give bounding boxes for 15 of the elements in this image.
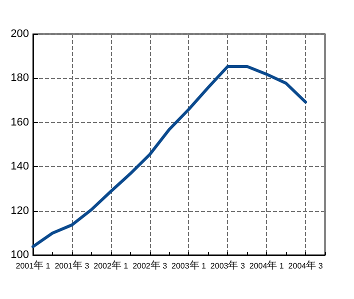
x-tick-label: 2002年 1	[94, 260, 129, 272]
y-tick-label: 160	[10, 116, 29, 128]
x-tick-label: 2002年 3	[132, 260, 168, 272]
x-tick-label: 2001年 1	[16, 260, 51, 272]
x-tick-label: 2003年 1	[171, 260, 207, 272]
y-tick-label: 140	[10, 160, 29, 173]
line-series	[32, 64, 308, 248]
x-tick-label: 2001年 3	[54, 260, 90, 272]
y-tick-label: 200	[10, 28, 29, 40]
x-tick-label: 2003年 3	[210, 260, 246, 272]
y-tick-label: 180	[10, 72, 29, 84]
y-tick-label: 120	[10, 204, 29, 217]
x-tick-label: 2004年 1	[249, 260, 284, 272]
x-tick-label: 2004年 3	[288, 260, 324, 272]
y-tick-label: 100	[10, 249, 29, 261]
